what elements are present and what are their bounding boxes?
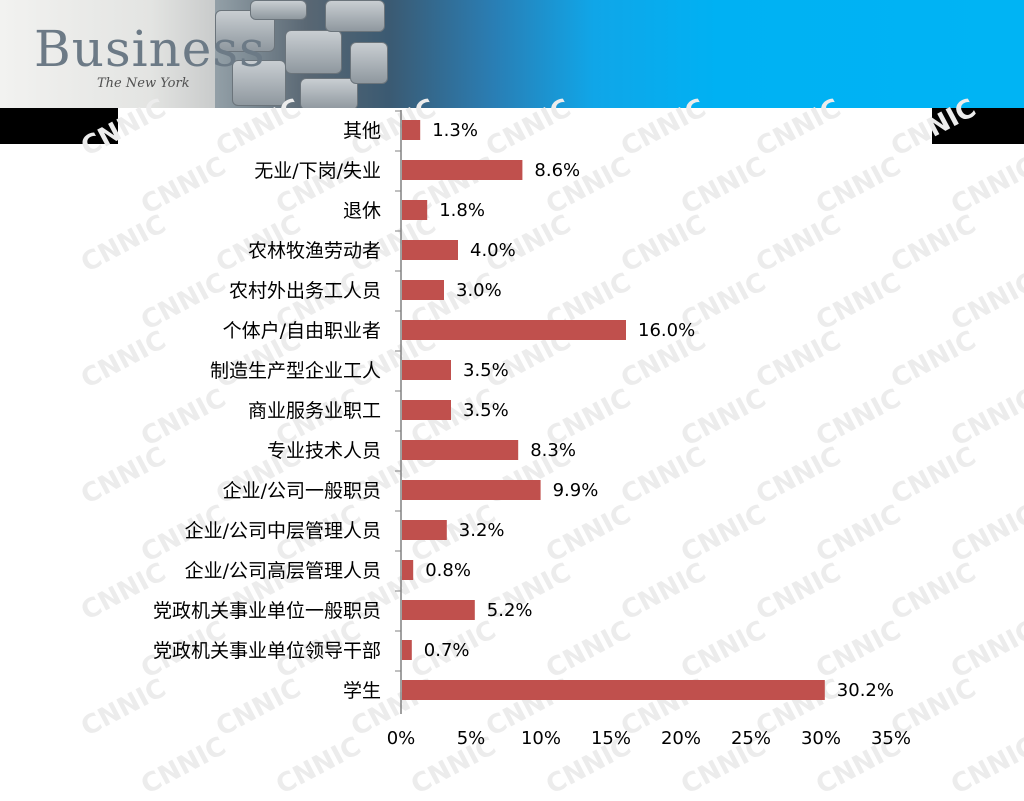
bar xyxy=(402,480,541,500)
data-label: 8.6% xyxy=(534,160,580,181)
x-tick-label: 0% xyxy=(387,728,416,749)
watermark: CNNIC xyxy=(946,151,1024,221)
bar xyxy=(402,680,825,700)
category-label: 制造生产型企业工人 xyxy=(210,360,381,382)
category-label: 学生 xyxy=(343,680,381,702)
data-label: 3.0% xyxy=(456,280,502,301)
data-label: 5.2% xyxy=(487,600,533,621)
bar xyxy=(402,280,444,300)
x-tick-label: 10% xyxy=(521,728,561,749)
watermark: CNNIC xyxy=(946,499,1024,569)
data-label: 8.3% xyxy=(530,440,576,461)
bar-chart: 其他 1.3% 无业/下岗/失业 8.6% 退休 1.8% 农林牧渔劳动者 4.0% 农村外出务… xyxy=(153,110,911,749)
x-tick-label: 20% xyxy=(661,728,701,749)
category-label: 党政机关事业单位领导干部 xyxy=(153,640,381,662)
data-label: 30.2% xyxy=(837,680,894,701)
x-tick-label: 35% xyxy=(871,728,911,749)
category-label: 退休 xyxy=(343,200,381,222)
x-tick-label: 15% xyxy=(591,728,631,749)
watermark: CNNIC xyxy=(946,383,1024,453)
watermark: CNNIC xyxy=(946,731,1024,801)
black-band-right xyxy=(932,108,1024,144)
data-label: 16.0% xyxy=(638,320,695,341)
bar xyxy=(402,240,458,260)
keyboard-key-image xyxy=(300,78,358,108)
keyboard-key-image xyxy=(250,0,307,20)
data-label: 1.8% xyxy=(439,200,485,221)
bar xyxy=(402,600,475,620)
category-label: 其他 xyxy=(343,120,381,142)
bar xyxy=(402,440,519,460)
category-label: 农林牧渔劳动者 xyxy=(248,240,381,262)
bar xyxy=(402,120,421,140)
category-label: 无业/下岗/失业 xyxy=(254,160,381,182)
bar xyxy=(402,560,414,580)
x-tick-label: 25% xyxy=(731,728,771,749)
data-label: 4.0% xyxy=(470,240,516,261)
black-band-left xyxy=(0,108,118,144)
watermark: CNNIC xyxy=(946,267,1024,337)
bar xyxy=(402,640,412,660)
bar xyxy=(402,520,447,540)
keyboard-key-image xyxy=(325,0,385,32)
bar xyxy=(402,360,451,380)
watermark: CNNIC xyxy=(946,615,1024,685)
keyboard-key-image xyxy=(285,30,342,74)
logo-text: Business xyxy=(34,20,266,78)
logo-subtext: The New York xyxy=(97,76,190,91)
data-label: 0.7% xyxy=(424,640,470,661)
data-label: 3.2% xyxy=(459,520,505,541)
header-banner: Business The New York xyxy=(0,0,1024,108)
keyboard-key-image xyxy=(350,42,388,84)
category-label: 企业/公司高层管理人员 xyxy=(185,560,381,582)
logo-area: Business The New York xyxy=(0,0,265,108)
bar xyxy=(402,200,428,220)
chart-panel: CNNIC CNNIC CNNIC CNNIC CNNIC CNNIC CNNIC CNNIC… xyxy=(76,93,1024,800)
category-label: 农村外出务工人员 xyxy=(229,280,381,302)
category-label: 专业技术人员 xyxy=(267,440,381,462)
bar xyxy=(402,400,451,420)
bar xyxy=(402,160,523,180)
category-label: 企业/公司一般职员 xyxy=(223,480,381,502)
category-label: 个体户/自由职业者 xyxy=(223,320,381,342)
data-label: 3.5% xyxy=(463,400,509,421)
keyboard-key-image xyxy=(232,60,286,106)
data-label: 0.8% xyxy=(425,560,471,581)
category-label: 企业/公司中层管理人员 xyxy=(185,520,381,542)
data-label: 3.5% xyxy=(463,360,509,381)
x-tick-label: 5% xyxy=(457,728,486,749)
data-label: 1.3% xyxy=(432,120,478,141)
data-label: 9.9% xyxy=(553,480,599,501)
category-label: 党政机关事业单位一般职员 xyxy=(153,600,381,622)
bar xyxy=(402,320,626,340)
x-tick-label: 30% xyxy=(801,728,841,749)
category-label: 商业服务业职工 xyxy=(248,400,381,422)
